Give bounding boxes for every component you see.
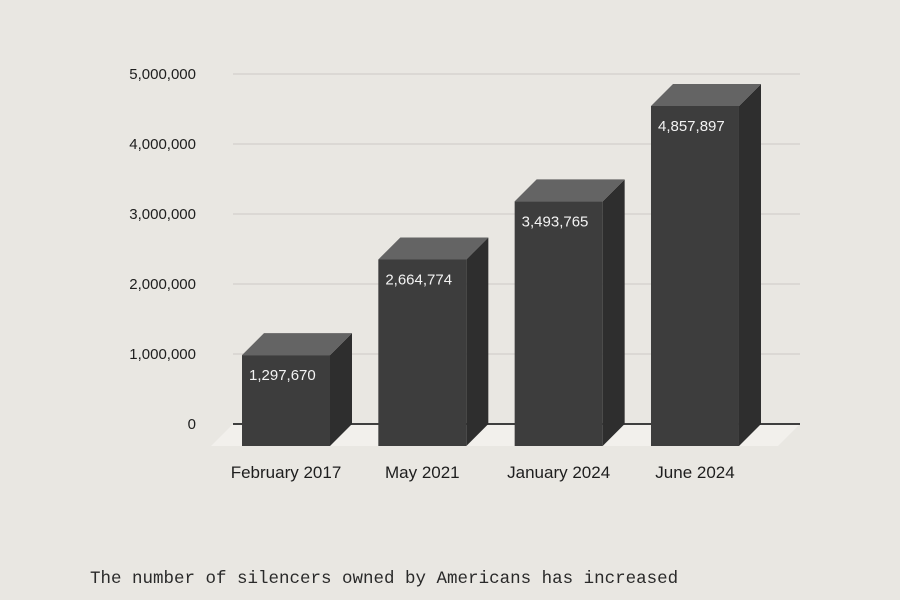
bar-top-face bbox=[514, 179, 625, 202]
y-axis-tick-label: 4,000,000 bbox=[129, 136, 196, 153]
y-axis-tick-label: 3,000,000 bbox=[129, 206, 196, 223]
bar-may-2021 bbox=[378, 259, 467, 446]
chart-caption: The number of silencers owned by America… bbox=[90, 509, 678, 600]
x-axis-category-label: January 2024 bbox=[507, 463, 610, 482]
bar-value-label: 1,297,670 bbox=[249, 367, 316, 384]
y-axis-tick-label: 5,000,000 bbox=[129, 66, 196, 83]
x-axis-category-label: May 2021 bbox=[385, 463, 460, 482]
bar-side-face bbox=[738, 83, 761, 447]
bar-value-label: 3,493,765 bbox=[522, 213, 589, 230]
bar-side-face bbox=[330, 333, 352, 446]
bar-value-label: 4,857,897 bbox=[658, 118, 725, 135]
silencers-3d-bar-chart: 0 1,000,000 2,000,000 3,000,000 4,000,000 5,0… bbox=[129, 66, 800, 482]
x-axis-category-label: June 2024 bbox=[655, 463, 734, 482]
caption-line-1: The number of silencers owned by America… bbox=[90, 569, 679, 589]
bar-february-2017 bbox=[242, 355, 330, 446]
bar-top-face bbox=[378, 237, 489, 260]
y-axis-tick-label: 1,000,000 bbox=[129, 346, 196, 363]
y-axis-tick-label: 0 bbox=[188, 416, 196, 433]
bar-side-face bbox=[466, 237, 489, 446]
bar-june-2024 bbox=[650, 105, 739, 447]
x-axis-category-label: February 2017 bbox=[231, 463, 342, 482]
bar-top-face bbox=[242, 333, 352, 356]
y-axis-tick-label: 2,000,000 bbox=[129, 276, 196, 293]
bar-value-label: 2,664,774 bbox=[385, 271, 452, 288]
bar-side-face bbox=[602, 179, 625, 446]
bar-january-2024 bbox=[514, 201, 603, 446]
bar-top-face bbox=[650, 83, 761, 106]
